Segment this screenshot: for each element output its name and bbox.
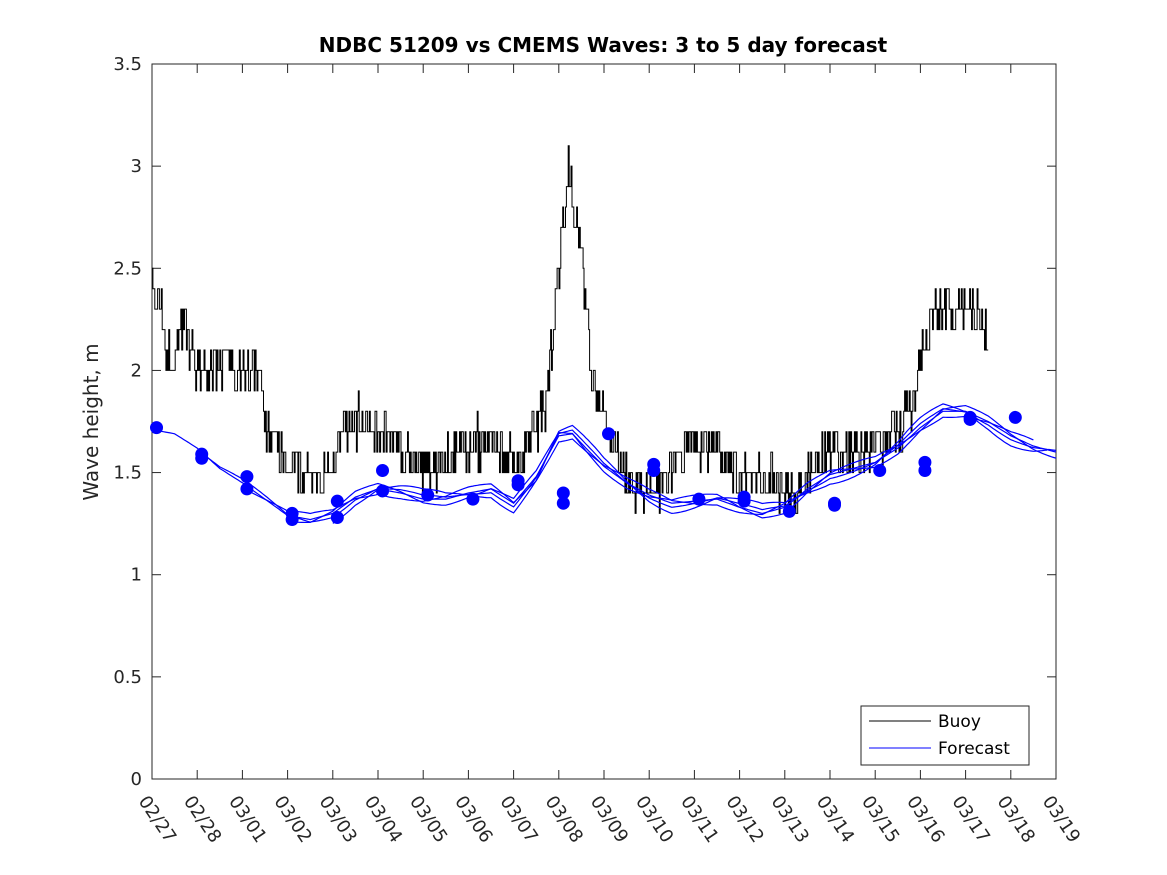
forecast-line: [332, 403, 1048, 524]
forecast-marker: [737, 494, 751, 508]
legend-label-forecast: Forecast: [938, 739, 1010, 759]
legend-box: [860, 705, 1030, 766]
y-tick-label: 2.5: [113, 258, 142, 279]
forecast-marker: [556, 486, 570, 500]
y-tick-label: 1: [131, 565, 142, 586]
forecast-marker: [376, 484, 390, 498]
forecast-marker: [285, 513, 299, 527]
forecast-marker: [376, 464, 390, 478]
legend-label-buoy: Buoy: [938, 712, 981, 732]
forecast-line: [287, 415, 1034, 524]
forecast-marker: [1008, 410, 1022, 424]
y-tick-label: 3.5: [113, 54, 142, 75]
forecast-marker: [782, 504, 796, 518]
forecast-marker: [330, 494, 344, 508]
y-axis-label: Wave height, m: [79, 343, 103, 500]
y-tick-label: 3: [131, 156, 142, 177]
y-tick-label: 2: [131, 360, 142, 381]
forecast-marker: [511, 478, 525, 492]
chart-title: NDBC 51209 vs CMEMS Waves: 3 to 5 day fo…: [319, 33, 888, 57]
y-tick-label: 0.5: [113, 667, 142, 688]
y-tick-label: 1.5: [113, 463, 142, 484]
forecast-marker: [963, 412, 977, 426]
forecast-marker: [647, 464, 661, 478]
legend: Buoy Forecast: [860, 705, 1030, 766]
forecast-marker: [150, 421, 164, 435]
forecast-marker: [195, 451, 209, 465]
plot-frame: [151, 63, 1057, 780]
forecast-marker: [466, 492, 480, 506]
forecast-marker: [602, 427, 616, 441]
forecast-marker: [828, 498, 842, 512]
forecast-marker: [240, 470, 254, 484]
plot-area: [150, 145, 1057, 527]
forecast-marker: [873, 464, 887, 478]
forecast-marker: [421, 488, 435, 502]
forecast-marker: [918, 464, 932, 478]
forecast-marker: [330, 511, 344, 525]
forecast-marker: [692, 492, 706, 506]
forecast-marker: [556, 496, 570, 510]
buoy-line: [152, 145, 989, 514]
forecast-marker: [240, 482, 254, 496]
y-tick-label: 0: [131, 769, 142, 790]
